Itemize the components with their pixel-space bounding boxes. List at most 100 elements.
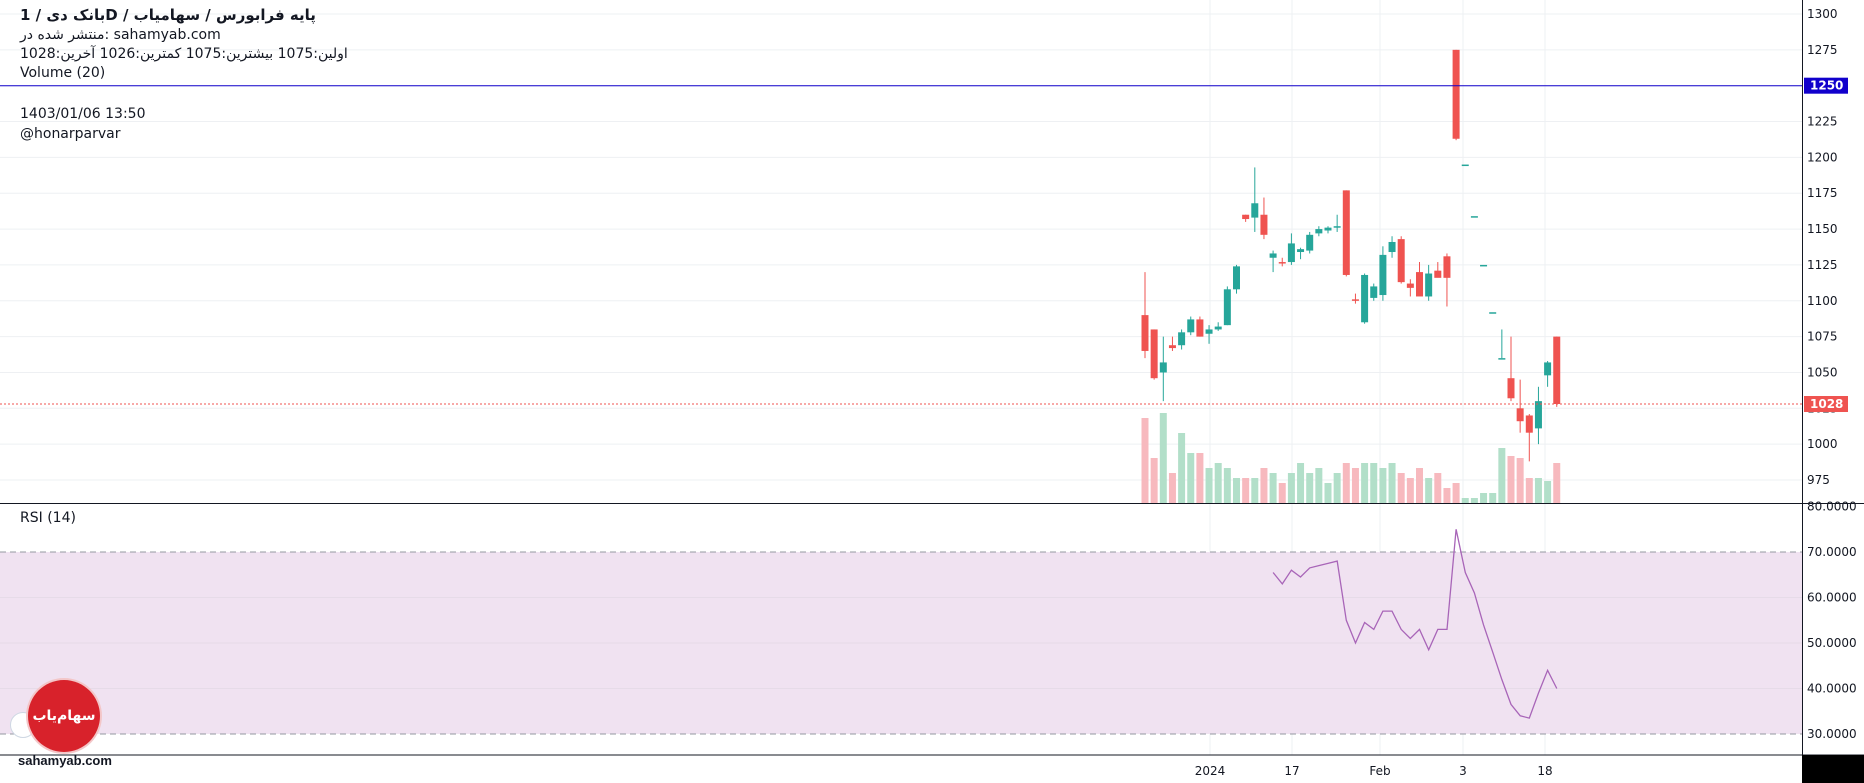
candle bbox=[1260, 197, 1268, 240]
candle bbox=[1196, 316, 1204, 337]
volume-bar bbox=[1233, 478, 1240, 503]
price-tick-label: 1100 bbox=[1807, 294, 1838, 308]
time-tick-label: 17 bbox=[1284, 764, 1299, 778]
candle bbox=[1379, 246, 1387, 301]
volume-bar bbox=[1480, 493, 1488, 503]
candle-body bbox=[1498, 358, 1506, 360]
candle-body bbox=[1159, 362, 1167, 373]
volume-bar bbox=[1242, 478, 1250, 503]
candle bbox=[1525, 414, 1533, 462]
volume-bar bbox=[1553, 463, 1561, 503]
volume-bar bbox=[1425, 478, 1433, 503]
candle-body bbox=[1534, 401, 1542, 429]
time-tick-label: Feb bbox=[1369, 764, 1390, 778]
volume-bar bbox=[1205, 468, 1213, 503]
last-price-badge bbox=[1804, 396, 1848, 413]
volume-bar bbox=[1150, 458, 1158, 503]
candle-body bbox=[1525, 415, 1533, 433]
candle-body bbox=[1461, 164, 1469, 167]
price-tick-label: 1000 bbox=[1807, 437, 1838, 451]
published-on: منتشر شده در: sahamyab.com bbox=[20, 27, 221, 43]
volume-label: Volume (20) bbox=[20, 65, 106, 81]
candle bbox=[1141, 272, 1149, 359]
time-tick-label: 18 bbox=[1537, 764, 1552, 778]
volume-bar bbox=[1178, 433, 1186, 503]
time-tick-label: 3 bbox=[1459, 764, 1467, 778]
volume-bar bbox=[1187, 453, 1195, 503]
candle bbox=[1425, 264, 1433, 301]
volume-bar bbox=[1416, 468, 1423, 503]
candle-body bbox=[1470, 216, 1478, 218]
volume-bar bbox=[1287, 473, 1295, 503]
volume-bar bbox=[1342, 463, 1350, 503]
candle-body bbox=[1260, 214, 1268, 235]
rsi-tick-label: 80.0000 bbox=[1807, 500, 1857, 514]
rsi-tick-label: 60.0000 bbox=[1807, 591, 1857, 605]
sahamyab-logo-icon: سهام‌یاب bbox=[28, 680, 100, 752]
candle bbox=[1242, 214, 1250, 222]
candle bbox=[1324, 226, 1332, 234]
candle-body bbox=[1297, 249, 1305, 253]
candle-body bbox=[1507, 378, 1515, 399]
candle-body bbox=[1333, 226, 1341, 228]
volume-bar bbox=[1324, 483, 1332, 503]
candle bbox=[1434, 262, 1442, 278]
price-tick-label: 975 bbox=[1807, 473, 1830, 487]
volume-bar bbox=[1159, 413, 1167, 503]
candle-body bbox=[1278, 262, 1286, 264]
candle bbox=[1223, 286, 1231, 326]
candle bbox=[1214, 322, 1222, 331]
candle bbox=[1278, 257, 1286, 267]
candle-body bbox=[1416, 272, 1423, 297]
rsi-tick-label: 30.0000 bbox=[1807, 727, 1857, 741]
rsi-grid bbox=[0, 551, 1802, 735]
candle bbox=[1251, 167, 1259, 232]
candle-body bbox=[1187, 319, 1195, 333]
rsi-tick-label: 70.0000 bbox=[1807, 545, 1857, 559]
candle-body bbox=[1242, 214, 1250, 220]
candle bbox=[1480, 264, 1488, 267]
candle-body bbox=[1223, 289, 1231, 326]
volume-bar bbox=[1525, 478, 1533, 503]
price-tick-label: 1050 bbox=[1807, 365, 1838, 379]
footer-site: sahamyab.com bbox=[18, 753, 112, 768]
candle-body bbox=[1370, 286, 1378, 298]
candle bbox=[1159, 336, 1167, 402]
candle bbox=[1461, 164, 1469, 167]
candle-body bbox=[1342, 190, 1350, 275]
candle-body bbox=[1178, 332, 1186, 346]
candle-body bbox=[1397, 239, 1405, 283]
volume-bar bbox=[1260, 468, 1268, 503]
volume-bar bbox=[1306, 473, 1314, 503]
candle bbox=[1287, 233, 1295, 265]
candle-body bbox=[1324, 227, 1332, 231]
volume-bar bbox=[1333, 473, 1341, 503]
candle bbox=[1388, 236, 1396, 258]
last-price-label: 1028 bbox=[1810, 397, 1843, 411]
candle bbox=[1416, 262, 1423, 297]
volume-bar bbox=[1223, 468, 1231, 503]
candle bbox=[1150, 329, 1158, 380]
author-handle: @honarparvar bbox=[20, 126, 121, 142]
volume-bar bbox=[1278, 483, 1286, 503]
volume-bar bbox=[1214, 463, 1222, 503]
ohlc-readout: اولین:1075 بیشترین:1075 کمترین:1026 آخری… bbox=[20, 46, 348, 62]
candle bbox=[1544, 360, 1552, 387]
volume-bar bbox=[1498, 448, 1506, 503]
price-tick-label: 1175 bbox=[1807, 186, 1838, 200]
corner-block bbox=[1802, 755, 1864, 783]
price-tick-label: 1150 bbox=[1807, 222, 1838, 236]
candle bbox=[1452, 49, 1460, 141]
candle bbox=[1269, 250, 1277, 273]
candle bbox=[1315, 226, 1323, 237]
volume-bar bbox=[1507, 456, 1515, 503]
candle-body bbox=[1480, 264, 1488, 267]
candles bbox=[1141, 49, 1561, 462]
symbol-title: بانک دی / 1D / پایه فرابورس / سهامیاب bbox=[20, 6, 316, 24]
candle bbox=[1507, 336, 1515, 402]
candle-body bbox=[1379, 254, 1387, 296]
level-axis-label: 1250 bbox=[1810, 79, 1843, 93]
logo-text: سهام‌یاب bbox=[32, 708, 96, 724]
